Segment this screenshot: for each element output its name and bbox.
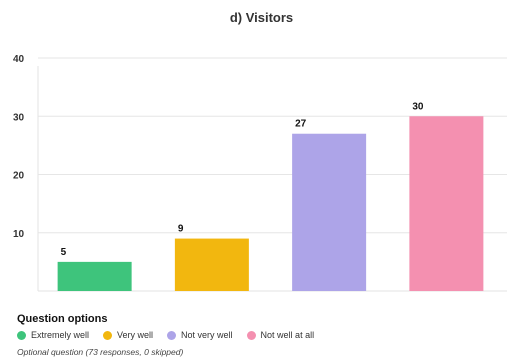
legend-swatch-not-well-at-all — [246, 330, 256, 340]
bar-chart: 10 20 30 40 5 9 27 30 — [13, 54, 507, 292]
legend-label-extremely-well: Extremely well — [31, 330, 90, 340]
chart-title: d) Visitors — [229, 10, 294, 25]
bar-not-well-at-all — [409, 116, 484, 291]
bar-not-very-well — [292, 133, 367, 291]
legend-swatch-extremely-well — [17, 330, 26, 340]
legend-label-not-well-at-all: Not well at all — [260, 330, 315, 340]
data-label-not-very-well: 27 — [295, 119, 307, 130]
data-label-very-well: 9 — [178, 224, 184, 235]
legend-label-not-very-well: Not very well — [181, 330, 233, 340]
bar-very-well — [174, 238, 249, 291]
legend-label-very-well: Very well — [117, 330, 154, 340]
bar-extremely-well — [57, 261, 132, 291]
y-tick-label-10: 10 — [13, 229, 25, 240]
y-tick-label-30: 30 — [13, 112, 25, 123]
legend-item-extremely-well: Extremely well — [17, 330, 89, 340]
legend-swatch-not-very-well — [167, 330, 177, 340]
legend: Extremely well Very well Not very well Not … — [17, 330, 328, 340]
legend-swatch-very-well — [103, 330, 113, 340]
data-label-not-well-at-all: 30 — [412, 101, 424, 112]
legend-item-not-very-well: Not very well — [167, 330, 233, 340]
y-tick-label-40: 40 — [13, 54, 25, 65]
footnote: Optional question (73 responses, 0 skipp… — [17, 347, 184, 357]
data-label-extremely-well: 5 — [61, 247, 67, 258]
legend-item-very-well: Very well — [103, 330, 153, 340]
y-tick-label-20: 20 — [13, 171, 25, 182]
legend-item-not-well-at-all: Not well at all — [246, 330, 315, 340]
legend-title: Question options — [17, 313, 108, 325]
